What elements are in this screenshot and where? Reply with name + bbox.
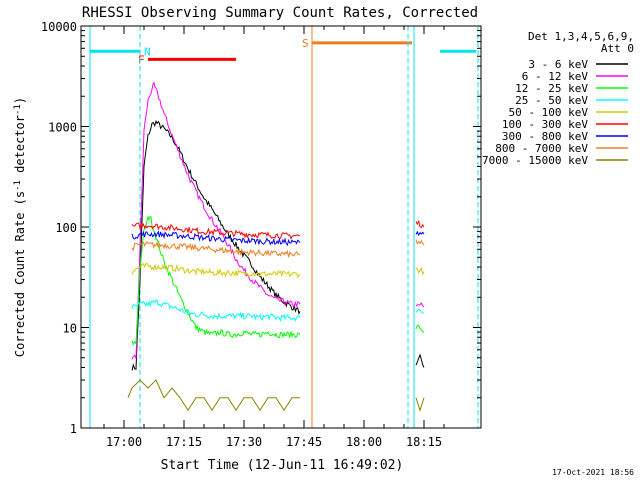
series-4 (131, 299, 425, 323)
y-tick-label-3: 100 (55, 221, 77, 235)
series-2-line-2 (415, 302, 425, 308)
y-tick-label-5: 10000 (41, 20, 77, 34)
series-1-line-2 (415, 353, 425, 368)
series-7 (131, 230, 425, 247)
series-4-line-2 (415, 308, 425, 314)
x-axis-label: Start Time (12-Jun-11 16:49:02) (161, 458, 404, 473)
y-axis-label: Corrected Count Rate (s-1 detector-1) (13, 97, 27, 357)
series-6 (131, 219, 425, 240)
flag-n-label: N (144, 45, 151, 58)
legend-label-7: 300 - 800 keV (502, 130, 588, 143)
series-6-line-1 (131, 222, 301, 240)
legend-header-attenuator: Att 0 (601, 42, 634, 55)
y-tick-label-2: 10 (63, 322, 77, 336)
series-9-line-2 (415, 397, 425, 412)
legend-label-6: 100 - 300 keV (502, 118, 588, 131)
series-7-line-2 (415, 230, 425, 237)
footer-date: 17-Oct-2021 18:56 (552, 468, 634, 477)
legend-label-5: 50 - 100 keV (509, 106, 589, 119)
legend-label-8: 800 - 7000 keV (495, 142, 588, 155)
x-tick-label-2: 17:15 (166, 435, 202, 449)
series-1-line-1 (131, 119, 301, 371)
series-9 (127, 379, 425, 412)
series-3-line-1 (131, 215, 301, 346)
chart-title: RHESSI Observing Summary Count Rates, Co… (82, 5, 478, 21)
series-7-line-1 (131, 230, 301, 247)
series-8 (131, 239, 425, 258)
series-6-line-2 (415, 219, 425, 229)
legend-label-3: 12 - 25 keV (515, 82, 588, 95)
y-tick-label-1: 1 (70, 422, 77, 436)
legend-header-detectors: Det 1,3,4,5,6,9, (528, 30, 634, 43)
series-layer (127, 81, 425, 412)
axes-layer: 1 10 100 1000 10000 17:00 17:15 17:30 17:45 18:00… (41, 20, 481, 449)
series-9-line-1 (127, 379, 300, 412)
series-5 (131, 262, 425, 279)
y-tick-label-4: 1000 (48, 121, 77, 135)
legend-label-1: 3 - 6 keV (528, 58, 588, 71)
series-3-line-2 (415, 324, 425, 333)
flag-s-label: S (302, 37, 309, 50)
series-8-line-2 (415, 239, 425, 246)
x-tick-label-6: 18:15 (406, 435, 442, 449)
x-tick-label-4: 17:45 (286, 435, 322, 449)
x-tick-label-1: 17:00 (106, 435, 142, 449)
flag-f-label: F (138, 53, 145, 66)
legend-label-9: 7000 - 15000 keV (482, 154, 588, 167)
series-5-line-2 (415, 266, 425, 276)
x-tick-label-5: 18:00 (346, 435, 382, 449)
x-tick-label-3: 17:30 (226, 435, 262, 449)
series-3 (131, 215, 425, 346)
legend-label-2: 6 - 12 keV (522, 70, 589, 83)
series-8-line-1 (131, 240, 301, 258)
series-1 (131, 119, 425, 371)
legend-label-4: 25 - 50 keV (515, 94, 588, 107)
series-4-line-1 (131, 299, 301, 323)
series-5-line-1 (131, 262, 301, 279)
flags-layer: NF S (90, 37, 476, 66)
